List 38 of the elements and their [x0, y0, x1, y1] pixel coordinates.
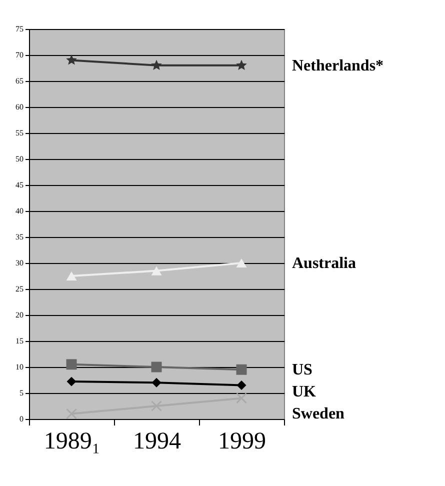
point [236, 364, 247, 375]
y-tick-label: 60 [16, 102, 24, 112]
y-tick-label: 15 [16, 336, 24, 346]
point [66, 271, 77, 281]
y-tick-label: 35 [16, 232, 24, 242]
point [151, 266, 162, 276]
y-tick-label: 70 [16, 50, 24, 60]
point [236, 258, 247, 268]
y-tick-label: 45 [16, 180, 24, 190]
y-tick-label: 30 [16, 258, 24, 268]
y-tick-label: 55 [16, 128, 24, 138]
point [66, 376, 76, 386]
y-tick-label: 75 [16, 24, 24, 34]
text: Sweden [292, 406, 345, 423]
point [152, 378, 162, 388]
point [236, 60, 247, 70]
y-tick-label: 40 [16, 206, 24, 216]
point [66, 359, 77, 370]
point [236, 380, 246, 390]
point [151, 60, 162, 70]
point [66, 54, 77, 65]
text: Australia [292, 255, 356, 272]
y-tick-label: 5 [20, 388, 24, 398]
y-tick-label: 20 [16, 310, 24, 320]
x-tick-label: 1999 [218, 428, 266, 454]
y-tick-label: 65 [16, 76, 24, 86]
x-tick-label: 1994 [133, 428, 181, 454]
y-tick-label: 25 [16, 284, 24, 294]
point [66, 408, 77, 420]
text: UK [292, 384, 317, 401]
y-tick-label: 10 [16, 362, 24, 372]
text: Netherlands* [292, 57, 384, 74]
y-tick-label: 0 [20, 414, 24, 424]
y-tick-label: 50 [16, 154, 24, 164]
point [151, 362, 162, 372]
point [236, 392, 247, 404]
text: US [292, 362, 313, 379]
x-tick-label: 1989₁ [44, 428, 100, 454]
